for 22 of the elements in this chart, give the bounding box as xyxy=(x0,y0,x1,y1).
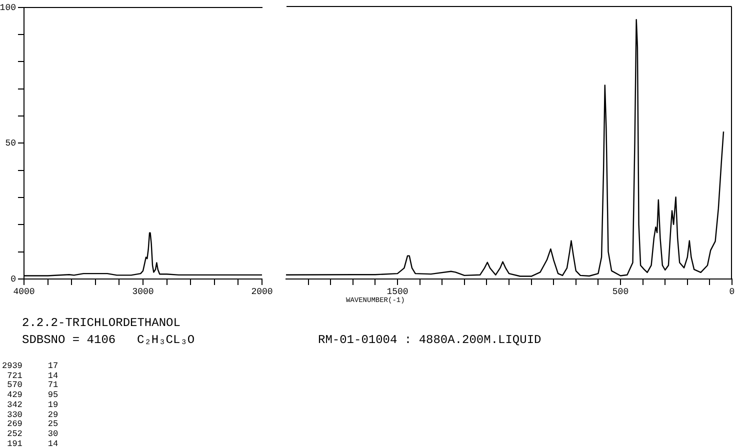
text: 330 29 xyxy=(6,410,58,420)
text: 570 71 xyxy=(6,380,58,390)
text: 2.2.2-TRICHLORDETHANOL xyxy=(22,316,180,330)
x-tick-label: 4000 xyxy=(13,286,35,297)
text: 191 14 xyxy=(6,438,58,447)
text: 2939 17 xyxy=(2,361,58,371)
text: 269 25 xyxy=(6,419,58,430)
x-tick-label: 1500 xyxy=(386,286,408,297)
text: 721 14 xyxy=(6,370,58,381)
text: C₂H₃CL₃O xyxy=(137,333,195,347)
text: 342 19 xyxy=(6,400,58,410)
text: 252 30 xyxy=(6,428,58,439)
y-tick-label: 50 xyxy=(5,138,16,149)
y-tick-label: 100 xyxy=(0,2,16,13)
x-tick-label: 500 xyxy=(612,286,629,297)
y-tick-label: 0 xyxy=(10,274,16,284)
text: SDBSNO = 4106 xyxy=(22,333,116,347)
text: RM-01-01004 : 4880A.200M.LIQUID xyxy=(318,333,542,347)
x-tick-label: 3000 xyxy=(132,286,154,297)
text: 429 95 xyxy=(6,390,58,400)
x-tick-label: 2000 xyxy=(251,286,273,297)
x-tick-label: 0 xyxy=(729,286,735,297)
